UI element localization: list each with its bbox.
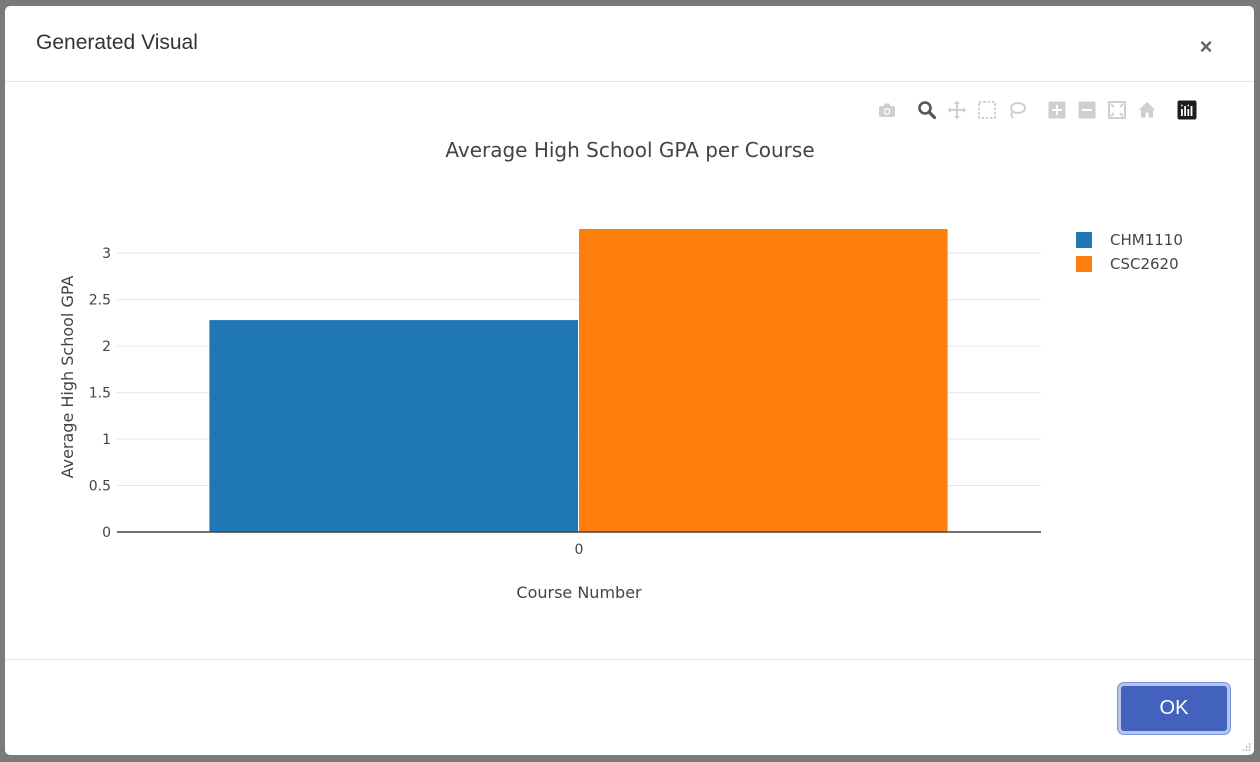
- zoom-in-icon[interactable]: [1047, 100, 1067, 120]
- reset-axes-icon[interactable]: [1137, 100, 1157, 120]
- y-tick-label: 1.5: [89, 386, 111, 402]
- dialog-body: 0 0.5 1 1.5 2 2.5 3 0 Average High School GPA …: [5, 82, 1254, 659]
- close-button[interactable]: ×: [1199, 34, 1213, 59]
- bar-chm1110[interactable]: [209, 320, 578, 532]
- x-tick-label: 0: [575, 542, 584, 558]
- legend-swatch-csc2620[interactable]: [1076, 256, 1092, 272]
- y-tick-label: 2: [102, 339, 111, 355]
- y-tick-label: 0.5: [89, 479, 111, 495]
- dialog-title: Generated Visual: [36, 31, 198, 54]
- y-axis-title: Average High School GPA: [58, 276, 77, 479]
- y-tick-label: 1: [102, 432, 111, 448]
- bar-chart: 0 0.5 1 1.5 2 2.5 3 0 Average High School GPA …: [58, 138, 1183, 602]
- resize-grip-icon[interactable]: [1241, 742, 1251, 752]
- lasso-select-icon[interactable]: [1007, 100, 1027, 120]
- camera-icon[interactable]: [877, 100, 897, 120]
- pan-icon[interactable]: [947, 100, 967, 120]
- zoom-icon[interactable]: [917, 100, 937, 120]
- plot-modebar: [5, 82, 1254, 122]
- generated-visual-dialog: Generated Visual ×: [5, 6, 1254, 755]
- autoscale-icon[interactable]: [1107, 100, 1127, 120]
- legend: CHM1110 CSC2620: [1076, 231, 1183, 273]
- box-select-icon[interactable]: [977, 100, 997, 120]
- chart-title: Average High School GPA per Course: [445, 138, 814, 162]
- legend-swatch-chm1110[interactable]: [1076, 232, 1092, 248]
- y-tick-label: 0: [102, 525, 111, 541]
- x-tick-labels: 0: [575, 542, 584, 558]
- legend-label-csc2620[interactable]: CSC2620: [1110, 255, 1179, 273]
- plotly-logo-icon[interactable]: [1177, 100, 1197, 120]
- x-axis-title: Course Number: [516, 583, 642, 602]
- y-tick-label: 3: [102, 246, 111, 262]
- y-tick-label: 2.5: [89, 293, 111, 309]
- ok-button[interactable]: OK: [1118, 683, 1230, 734]
- bars: [209, 229, 948, 532]
- dialog-header: Generated Visual ×: [5, 6, 1254, 82]
- dialog-footer: OK: [5, 659, 1254, 755]
- legend-label-chm1110[interactable]: CHM1110: [1110, 231, 1183, 249]
- y-tick-labels: 0 0.5 1 1.5 2 2.5 3: [89, 246, 111, 541]
- zoom-out-icon[interactable]: [1077, 100, 1097, 120]
- bar-csc2620[interactable]: [579, 229, 948, 532]
